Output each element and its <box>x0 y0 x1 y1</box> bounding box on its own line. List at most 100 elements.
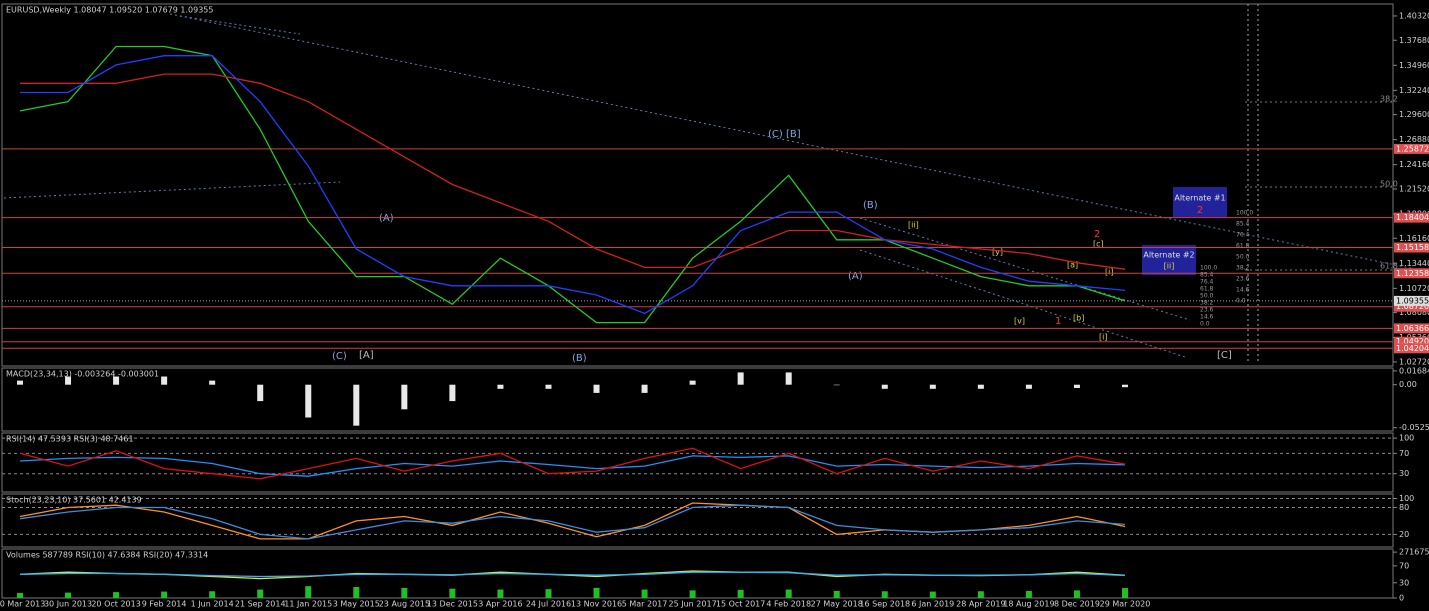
bar <box>689 380 696 385</box>
bar <box>593 587 600 598</box>
trendline <box>3 181 341 199</box>
panel-frame <box>1 548 1394 599</box>
bar <box>1073 384 1080 388</box>
level-box <box>1394 268 1429 279</box>
level-label: 1.04204 <box>1396 344 1429 353</box>
bar <box>449 384 456 402</box>
bar <box>353 384 360 426</box>
x-tick-label: 5 Mar 2017 <box>622 600 668 609</box>
bar <box>353 587 360 598</box>
wave-label: [C] <box>1217 350 1232 361</box>
x-tick-label: 16 Sep 2018 <box>859 600 910 609</box>
wave-label: [i] <box>1105 268 1113 277</box>
fib-label: 61.8 <box>1236 243 1250 250</box>
wave-label: (A) <box>848 271 863 282</box>
bar <box>257 384 264 402</box>
y-tick-label: 80 <box>1399 503 1409 512</box>
bar <box>209 591 216 598</box>
bar <box>929 384 936 389</box>
y-tick-label: 1.08080 <box>1399 308 1429 317</box>
panel-title: RSI(14) 47.5393 RSI(3) 48.7461 <box>6 435 134 444</box>
wave-label: (C) <box>332 351 347 362</box>
wave-label: [A] <box>359 350 374 361</box>
wave-label: [y] <box>992 248 1003 257</box>
x-tick-label: 9 Feb 2014 <box>142 600 187 609</box>
bar <box>833 590 840 598</box>
x-tick-label: 6 Jan 2019 <box>911 600 954 609</box>
y-tick-label: 30 <box>1399 578 1409 587</box>
fib-label: 23.6 <box>1236 276 1250 283</box>
bar <box>257 589 264 598</box>
y-tick-label: 0 <box>1399 594 1404 603</box>
bar <box>1073 590 1080 598</box>
x-tick-label: 30 Jun 2013 <box>44 600 92 609</box>
level-label: 1.04920 <box>1396 337 1429 346</box>
fib-label: 0.0 <box>1200 321 1210 328</box>
level-box <box>1394 301 1429 312</box>
bar <box>65 592 72 598</box>
level-label: 1.12358 <box>1396 269 1429 278</box>
fib-label: 85.4 <box>1200 272 1214 279</box>
wave-label: (B) <box>863 200 878 211</box>
level-box <box>1394 242 1429 253</box>
fib-label: 61.8 <box>1380 262 1398 271</box>
bar <box>161 376 168 385</box>
wave-label: [a] <box>1067 261 1078 270</box>
bar <box>833 384 840 386</box>
fib-label: 85.4 <box>1236 221 1250 228</box>
panel-frame <box>1 3 1394 367</box>
series-line <box>19 455 1126 477</box>
y-tick-label: 70 <box>1399 449 1409 458</box>
fib-label: 61.8 <box>1200 286 1214 293</box>
bar <box>113 376 120 385</box>
x-tick-label: 15 Oct 2017 <box>716 600 765 609</box>
bar <box>737 589 744 598</box>
bar <box>545 384 552 389</box>
bar <box>401 587 408 598</box>
x-tick-label: 11 Jan 2015 <box>284 600 332 609</box>
bar <box>497 589 504 598</box>
last-price-box <box>1394 295 1429 306</box>
annotations: (C) [B] (A) (B) (C) [A] (B) [C] (A) 2 [c… <box>332 95 1398 365</box>
x-tick-label: 27 May 2018 <box>811 600 863 609</box>
fib-label: 14.6 <box>1236 287 1250 294</box>
level-box <box>1394 212 1429 223</box>
bar <box>1122 588 1128 598</box>
x-tick-label: 29 Mar 2020 <box>1100 600 1151 609</box>
bar <box>449 588 456 598</box>
panel-title: EURUSD,Weekly 1.08047 1.09520 1.07679 1.… <box>6 6 213 15</box>
panel-frame <box>1 493 1394 548</box>
fib-label: 38.2 <box>1380 95 1398 104</box>
y-tick-label: 0.016848 <box>1399 366 1429 375</box>
x-tick-label: 13 Nov 2016 <box>571 600 622 609</box>
y-tick-label: 1.26880 <box>1399 135 1429 144</box>
bar <box>737 372 744 385</box>
level-label: 1.06366 <box>1396 324 1429 333</box>
trendline <box>179 15 301 35</box>
last-price-label: 1.09355 <box>1396 296 1429 305</box>
bar <box>641 384 648 393</box>
series-line <box>19 504 1126 540</box>
x-tick-label: 10 Mar 2013 <box>0 600 45 609</box>
fib-label: 50.0 <box>1200 293 1214 300</box>
x-tick-label: 21 Sep 2014 <box>235 600 286 609</box>
y-tick-label: 1.37680 <box>1399 36 1429 45</box>
y-tick-label: 1.32240 <box>1399 86 1429 95</box>
fib-label: 100.0 <box>1236 210 1253 217</box>
level-label: 1.08720 <box>1396 302 1429 311</box>
level-box <box>1394 336 1429 347</box>
wave-label: [ii] <box>908 221 919 230</box>
x-tick-label: 3 May 2015 <box>333 600 380 609</box>
bar <box>113 592 120 598</box>
y-tick-label: 70 <box>1399 561 1409 570</box>
bar <box>785 372 792 385</box>
trendline <box>859 249 1186 358</box>
series-line <box>20 73 1126 270</box>
y-tick-label: 2716750 <box>1399 548 1429 557</box>
x-tick-label: 23 Aug 2015 <box>379 600 430 609</box>
level-label: 1.18404 <box>1396 213 1429 222</box>
bar <box>65 376 72 385</box>
bar <box>689 590 696 598</box>
